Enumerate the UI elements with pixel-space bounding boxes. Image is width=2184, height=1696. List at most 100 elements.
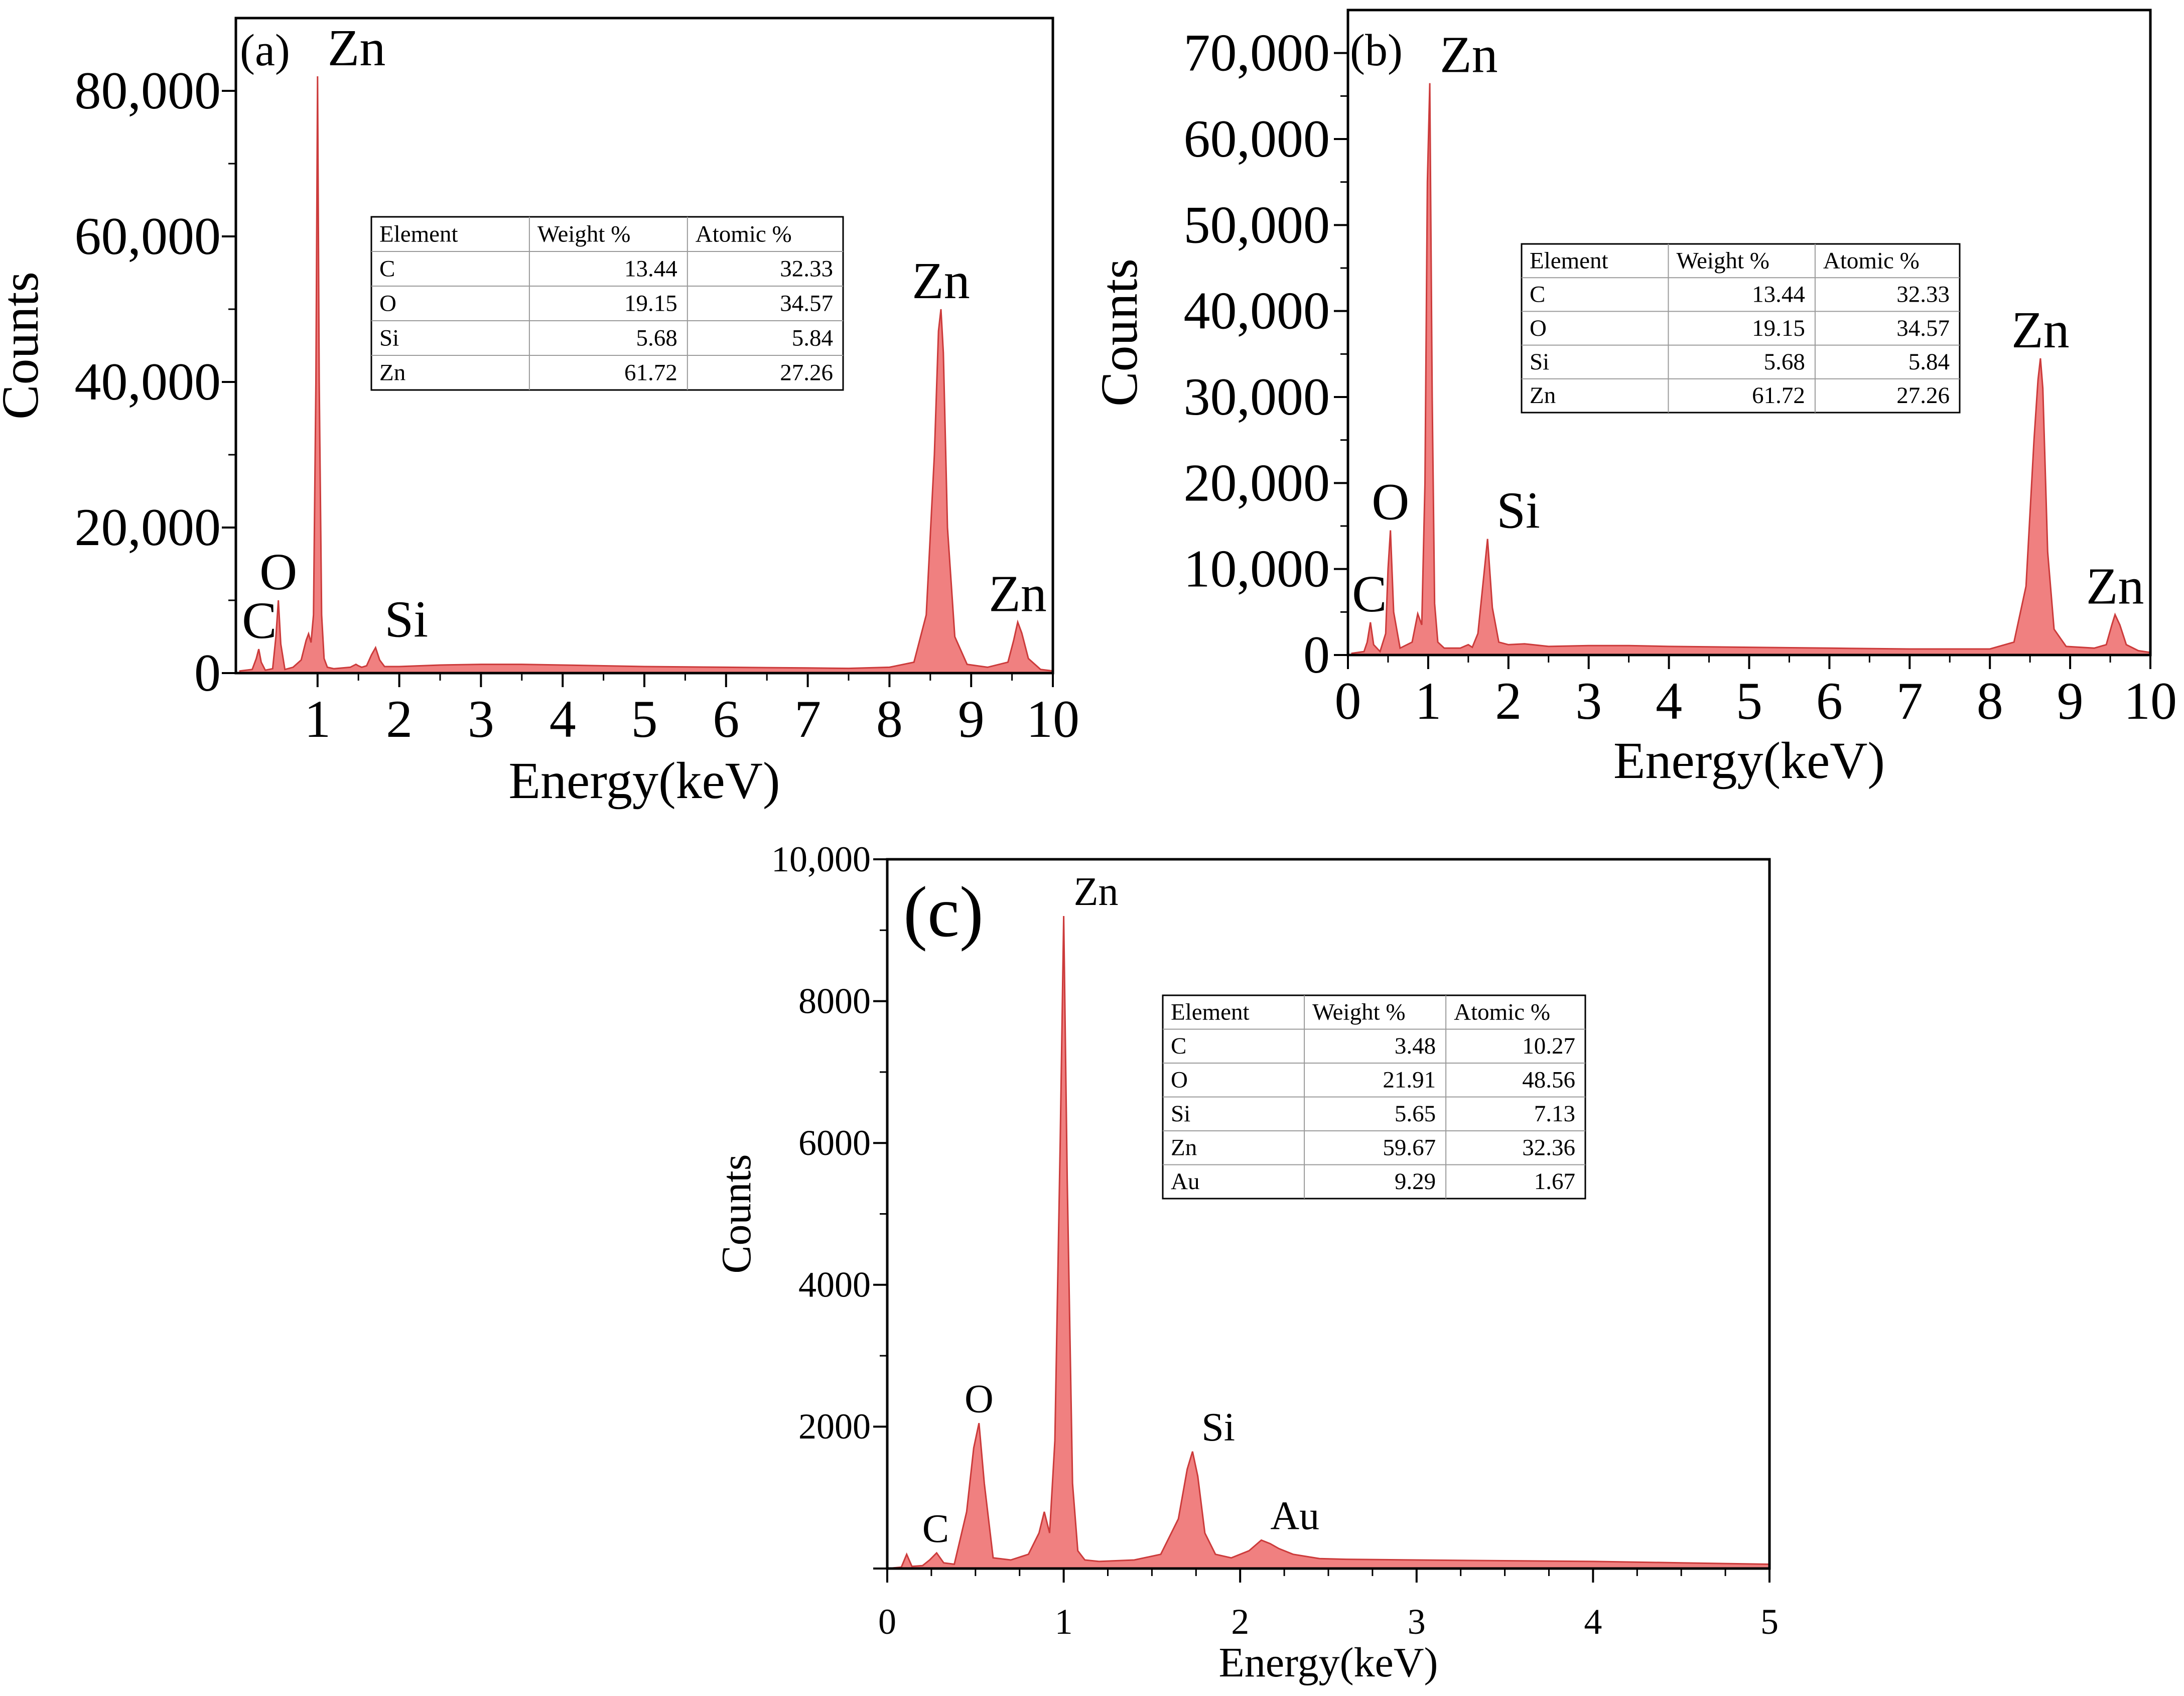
table-cell-element: C (1171, 1033, 1186, 1059)
peak-label-zn: Zn (2086, 557, 2144, 615)
table-cell-atomic: 5.84 (1908, 349, 1950, 375)
peak-label-zn: Zn (2011, 301, 2070, 359)
table-cell-atomic: 27.26 (1896, 382, 1950, 409)
y-tick-label: 60,000 (75, 207, 221, 266)
spectrum-area (1351, 83, 2151, 656)
table-cell-weight: 19.15 (624, 291, 677, 317)
table-cell-element: C (379, 256, 395, 282)
peak-label-c: C (1352, 565, 1387, 623)
table-cell-weight: 9.29 (1395, 1168, 1436, 1195)
peak-label-au: Au (1270, 1494, 1319, 1538)
table-cell-atomic: 32.33 (780, 256, 833, 282)
table-cell-weight: 5.68 (1764, 349, 1805, 375)
peak-label-o: O (1372, 473, 1409, 531)
y-tick-label: 40,000 (1184, 282, 1330, 340)
y-tick-label: 60,000 (1184, 109, 1330, 168)
table-cell-atomic: 1.67 (1534, 1168, 1575, 1195)
composition-table: Element Weight % Atomic % C 3.48 10.27 O 21.91 4… (1162, 994, 1586, 1200)
panel-label: (a) (240, 26, 290, 75)
y-tick-label: 8000 (798, 981, 871, 1021)
x-tick-label: 5 (1736, 672, 1762, 730)
y-tick-label: 40,000 (75, 352, 221, 411)
x-tick-label: 3 (1408, 1602, 1426, 1642)
table-cell-weight: 19.15 (1752, 315, 1805, 341)
y-axis-label: Counts (1090, 258, 1148, 407)
y-tick-label: 0 (1303, 625, 1330, 684)
table-cell-atomic: 7.13 (1534, 1101, 1575, 1127)
table-cell-weight: 13.44 (1752, 282, 1805, 308)
table-border (370, 216, 844, 391)
table-header: Element (1530, 247, 1608, 274)
table-header: Atomic % (696, 221, 792, 247)
peak-label-zn: Zn (912, 252, 970, 310)
peak-label-c: C (242, 592, 277, 649)
panel-a: 1 2 3 4 5 6 7 8 9 10 0 20,000 40,000 60,000 80,000 Ener… (0, 17, 1079, 810)
table-cell-weight: 13.44 (624, 256, 677, 282)
x-tick-label: 0 (878, 1602, 896, 1642)
x-tick-label: 6 (713, 690, 739, 748)
peak-label-o: O (965, 1377, 994, 1421)
panel-c: 0 1 2 3 4 5 2000 4000 6000 8000 10,000 Energy(keV) C… (713, 839, 1779, 1686)
peak-label-c: C (922, 1507, 949, 1551)
x-tick-label: 2 (386, 690, 413, 748)
x-tick-label: 4 (1584, 1602, 1602, 1642)
composition-table: Element Weight % Atomic % C 13.44 32.33 O 19.15… (1521, 243, 1961, 414)
x-tick-label: 3 (468, 690, 494, 748)
table-cell-weight: 59.67 (1383, 1135, 1436, 1161)
table-cell-atomic: 27.26 (780, 360, 833, 386)
table-cell-element: Si (1530, 349, 1549, 375)
peak-label-si: Si (384, 590, 428, 648)
x-tick-label: 7 (794, 690, 821, 748)
table-cell-element: O (379, 291, 396, 317)
peak-label-si: Si (1496, 482, 1540, 540)
panel-label: (b) (1350, 26, 1403, 75)
y-axis-label: Counts (0, 272, 49, 420)
x-axis-label: Energy(keV) (1613, 732, 1885, 790)
table-cell-element: Si (1171, 1101, 1190, 1127)
panel-label: (c) (903, 872, 984, 952)
x-axis-label: Energy(keV) (1219, 1639, 1438, 1686)
composition-table: Element Weight % Atomic % C 13.44 32.33 O 19.15… (370, 216, 844, 391)
table-header: Atomic % (1454, 999, 1550, 1025)
peak-label-zn: Zn (328, 19, 386, 77)
table-cell-atomic: 10.27 (1522, 1033, 1575, 1059)
y-tick-label: 20,000 (75, 498, 221, 557)
x-tick-label: 7 (1896, 672, 1923, 730)
x-tick-label: 10 (2124, 672, 2177, 730)
table-cell-weight: 3.48 (1395, 1033, 1436, 1059)
x-tick-label: 0 (1335, 672, 1361, 730)
table-header: Element (1171, 999, 1250, 1025)
table-cell-atomic: 32.36 (1522, 1135, 1575, 1161)
y-tick-label: 10,000 (1184, 540, 1330, 598)
table-cell-atomic: 34.57 (1896, 315, 1950, 341)
panel-b: 0 1 2 3 4 5 6 7 8 9 10010,00020,00030,00040,00050,… (1090, 9, 2177, 790)
table-cell-atomic: 34.57 (780, 291, 833, 317)
plot-frame (886, 858, 1771, 1570)
table-header: Weight % (1676, 247, 1769, 274)
table-cell-element: Zn (1171, 1135, 1197, 1161)
y-tick-label: 6000 (798, 1123, 871, 1163)
table-header: Weight % (1312, 999, 1405, 1025)
x-tick-label: 8 (1977, 672, 2003, 730)
x-axis-label: Energy(keV) (509, 752, 780, 810)
x-tick-label: 6 (1816, 672, 1843, 730)
table-cell-element: Au (1171, 1168, 1199, 1195)
table-header: Element (379, 221, 458, 247)
y-axis-label: Counts (713, 1154, 760, 1273)
x-tick-label: 5 (1760, 1602, 1779, 1642)
table-cell-element: C (1530, 282, 1545, 308)
table-cell-weight: 61.72 (624, 360, 677, 386)
table-cell-element: Zn (379, 360, 405, 386)
table-cell-atomic: 48.56 (1522, 1067, 1575, 1093)
table-cell-weight: 61.72 (1752, 382, 1805, 409)
x-tick-label: 9 (2057, 672, 2084, 730)
x-tick-label: 2 (1495, 672, 1522, 730)
table-border (1521, 243, 1961, 414)
peak-label-o: O (259, 543, 297, 601)
y-tick-label: 30,000 (1184, 367, 1330, 426)
y-tick-label: 70,000 (1184, 24, 1330, 82)
peak-label-si: Si (1201, 1405, 1235, 1450)
table-cell-element: O (1171, 1067, 1188, 1093)
table-cell-weight: 5.68 (636, 325, 677, 351)
